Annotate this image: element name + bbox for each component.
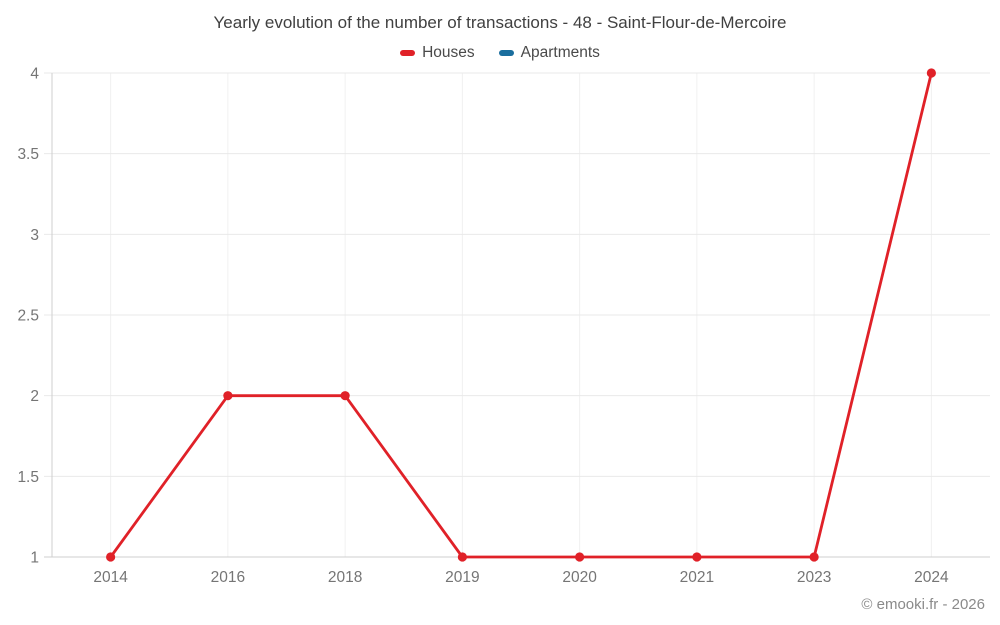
x-axis-tick-label: 2024 [914,569,949,586]
series-line-houses [109,71,933,559]
y-axis-tick-label: 3 [30,227,39,244]
data-point-houses-2018[interactable] [340,391,350,401]
data-point-houses-2024[interactable] [926,68,936,78]
x-axis-tick-label: 2018 [328,569,362,586]
apartments-series-swatch-icon [498,50,514,56]
x-axis-tick-label: 2019 [445,569,479,586]
legend-item-houses[interactable]: Houses [400,44,475,62]
legend: Houses Apartments [0,42,1000,64]
data-point-houses-2019[interactable] [457,552,467,562]
legend-label-houses: Houses [422,44,475,61]
data-point-houses-2021[interactable] [692,552,702,562]
data-point-houses-2014[interactable] [106,552,116,562]
legend-label-apartments: Apartments [520,44,600,61]
legend-item-apartments[interactable]: Apartments [498,44,600,62]
data-point-houses-2020[interactable] [575,552,585,562]
data-point-houses-2023[interactable] [809,552,819,562]
x-axis-tick-label: 2014 [93,569,128,586]
y-axis-tick-label: 2 [30,388,39,405]
data-point-houses-2016[interactable] [223,391,233,401]
watermark: © emooki.fr - 2026 [861,596,985,613]
x-axis-tick-label: 2023 [797,569,831,586]
houses-series-swatch-icon [400,50,416,56]
y-axis-tick-label: 1 [30,550,39,567]
y-axis-tick-label: 2.5 [17,308,39,325]
chart-title: Yearly evolution of the number of transa… [213,13,787,32]
y-axis-tick-label: 4 [30,66,39,83]
y-axis-tick-label: 3.5 [17,146,39,163]
x-axis-tick-label: 2021 [680,569,714,586]
x-axis-tick-label: 2020 [562,569,597,586]
x-axis-tick-label: 2016 [211,569,245,586]
y-axis-tick-label: 1.5 [17,469,39,486]
